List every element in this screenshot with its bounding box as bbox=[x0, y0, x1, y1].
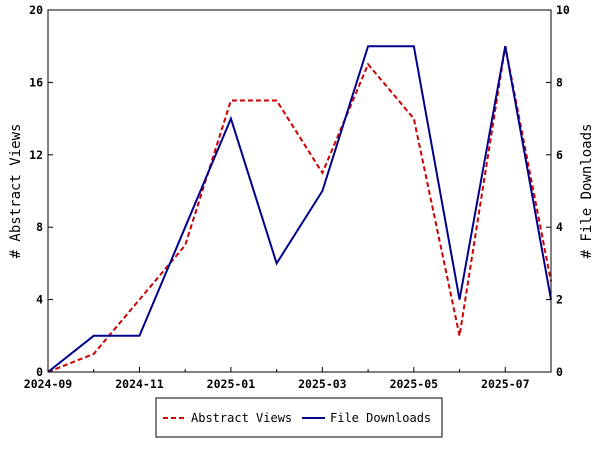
legend: Abstract Views File Downloads bbox=[155, 397, 443, 438]
y2-tick-label: 8 bbox=[556, 75, 563, 89]
legend-label-file-downloads: File Downloads bbox=[330, 411, 431, 425]
legend-box bbox=[155, 397, 443, 438]
y2-tick-label: 4 bbox=[556, 220, 563, 234]
y-tick-label: 20 bbox=[29, 3, 43, 17]
x-tick-label: 2024-09 bbox=[24, 377, 73, 391]
y-tick-label: 4 bbox=[36, 293, 43, 307]
x-tick-label: 2025-07 bbox=[481, 377, 530, 391]
y2-tick-label: 10 bbox=[556, 3, 570, 17]
y-tick-label: 16 bbox=[29, 75, 43, 89]
y-tick-label: 8 bbox=[36, 220, 43, 234]
x-axis: 2024-09 2024-11 2025-01 2025-03 2025-05 2025-… bbox=[24, 367, 552, 391]
plot-series bbox=[47, 45, 552, 373]
y2-tick-label: 2 bbox=[556, 293, 563, 307]
x-tick-label: 2025-01 bbox=[207, 377, 256, 391]
y-tick-label: 0 bbox=[36, 365, 43, 379]
y2-tick-label: 6 bbox=[556, 148, 563, 162]
y2-tick-label: 0 bbox=[556, 365, 563, 379]
x-tick-label: 2025-03 bbox=[298, 377, 347, 391]
y-tick-label: 12 bbox=[29, 148, 43, 162]
plot-frame bbox=[47, 9, 552, 373]
series-line-file-downloads bbox=[47, 45, 552, 373]
series-line-abstract-views bbox=[47, 46, 552, 373]
x-tick-label: 2024-11 bbox=[115, 377, 164, 391]
y-axis-title: # Abstract Views bbox=[8, 124, 24, 259]
x-tick-label: 2025-05 bbox=[390, 377, 439, 391]
y2-axis-title: # File Downloads bbox=[579, 124, 595, 259]
legend-label-abstract-views: Abstract Views bbox=[191, 411, 292, 425]
y-axis-right: 0 2 4 6 8 10 bbox=[546, 3, 570, 379]
y-axis-left: 0 4 8 12 16 20 bbox=[29, 3, 53, 379]
